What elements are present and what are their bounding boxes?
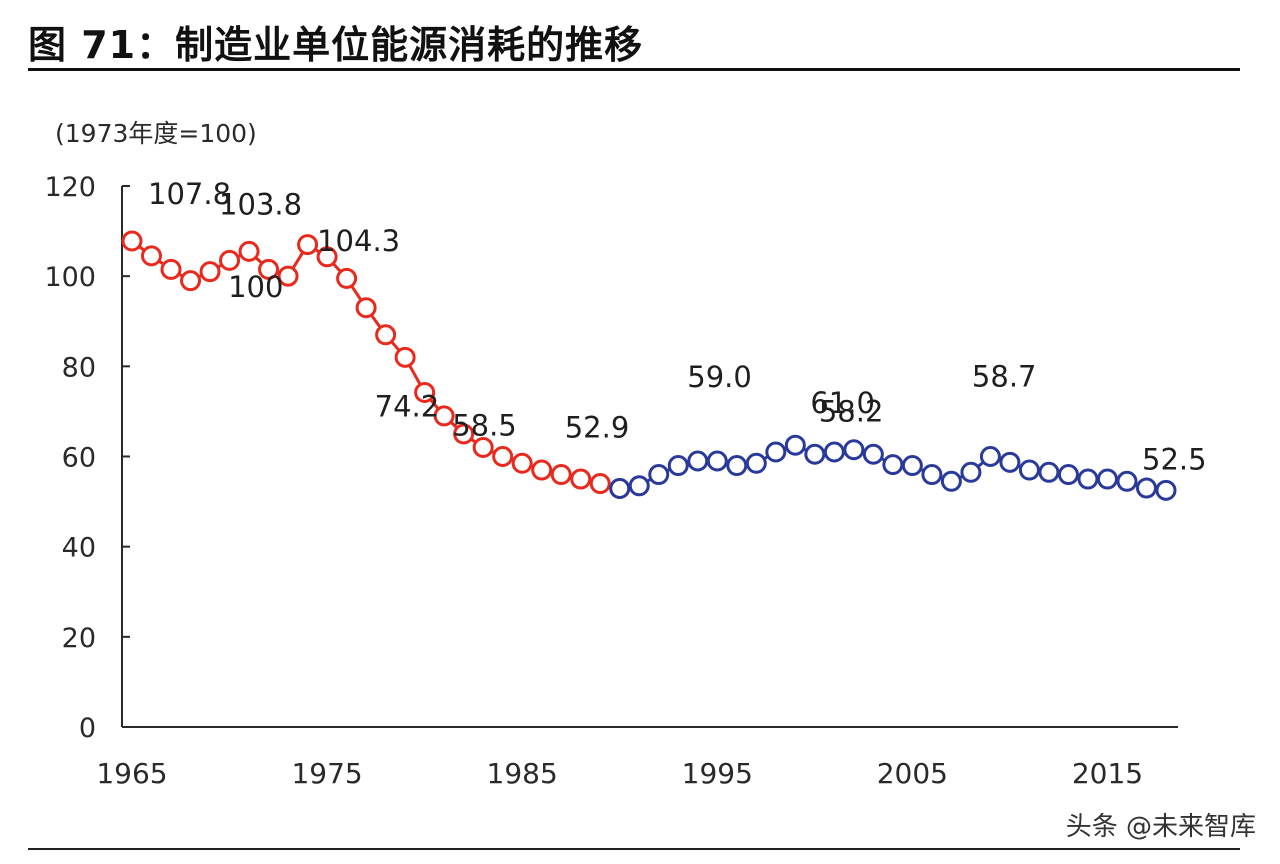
data-point [258, 258, 280, 280]
data-point [297, 234, 319, 256]
data-point [511, 452, 533, 474]
data-point [238, 240, 260, 262]
data-label: 74.2 [375, 389, 440, 423]
x-tick-label: 2005 [877, 757, 948, 790]
data-point [1038, 461, 1060, 483]
data-point [336, 267, 358, 289]
x-tick-label: 1965 [96, 757, 167, 790]
y-tick-label: 40 [62, 533, 96, 564]
data-point [550, 464, 572, 486]
data-label: 107.8 [148, 177, 231, 211]
figure-title: 图 71：制造业单位能源消耗的推移 [28, 23, 644, 67]
data-point [316, 246, 338, 268]
data-point [687, 450, 709, 472]
data-point [394, 346, 416, 368]
data-point [901, 455, 923, 477]
data-point [1116, 470, 1138, 492]
data-label: 100 [228, 270, 283, 304]
data-point [940, 470, 962, 492]
y-tick-label: 120 [44, 172, 96, 203]
data-point [628, 475, 650, 497]
data-point [1057, 464, 1079, 486]
y-axis-ticks: 0 20 40 60 80 100 120 [44, 172, 130, 744]
data-point [433, 405, 455, 427]
x-tick-label: 1975 [291, 757, 362, 790]
y-tick-label: 80 [62, 352, 96, 383]
data-point [921, 464, 943, 486]
data-point [492, 446, 514, 467]
data-point [823, 441, 845, 463]
x-axis-ticks: 1965 1975 1985 1995 2005 2015 [96, 757, 1143, 790]
data-point [355, 297, 377, 319]
x-tick-label: 1995 [682, 757, 753, 790]
data-point [375, 324, 397, 346]
y-tick-label: 100 [44, 262, 96, 293]
series-layer [121, 230, 1177, 501]
data-label: 103.8 [219, 187, 302, 221]
y-tick-label: 20 [62, 623, 96, 654]
data-point [1077, 468, 1099, 490]
y-tick-label: 60 [62, 443, 96, 474]
y-tick-label: 0 [79, 713, 96, 744]
data-point [1135, 477, 1157, 499]
data-point [121, 230, 143, 252]
data-point [979, 446, 1001, 467]
data-point [726, 455, 748, 477]
data-label: 61.0 [810, 386, 875, 420]
data-point [453, 423, 475, 445]
data-point [160, 258, 182, 280]
data-point [804, 443, 826, 465]
data-point [219, 249, 241, 271]
data-point [745, 452, 767, 474]
data-label: 104.3 [317, 224, 400, 258]
data-label: 58.2 [819, 395, 884, 429]
data-point [1096, 468, 1118, 490]
data-point [141, 245, 163, 267]
watermark: 头条 @未来智库 [1065, 812, 1256, 842]
data-label: 52.5 [1142, 442, 1207, 476]
data-point [199, 261, 221, 283]
data-point [648, 464, 670, 486]
data-label: 58.5 [452, 408, 517, 442]
x-tick-label: 2015 [1072, 757, 1143, 790]
data-point [589, 473, 611, 495]
data-point [414, 381, 436, 403]
data-label: 52.9 [565, 411, 630, 445]
data-point [609, 478, 631, 500]
data-point [531, 459, 553, 481]
data-label: 58.7 [972, 359, 1037, 393]
unit-note: (1973年度=100) [55, 119, 257, 148]
bottom-divider [28, 848, 1240, 850]
data-point [706, 450, 728, 472]
data-point [999, 451, 1021, 473]
data-point [180, 270, 202, 292]
data-point [667, 455, 689, 477]
title-divider [28, 68, 1240, 71]
data-point [570, 468, 592, 490]
data-point [862, 443, 884, 465]
data-point [1155, 479, 1177, 501]
data-point [843, 439, 865, 461]
data-point [960, 461, 982, 483]
data-point [784, 434, 806, 456]
data-point [277, 265, 299, 287]
data-label: 59.0 [687, 360, 752, 394]
data-point [765, 441, 787, 463]
data-point [882, 454, 904, 476]
data-point [1018, 459, 1040, 481]
x-tick-label: 1985 [487, 757, 558, 790]
data-point [472, 436, 494, 458]
